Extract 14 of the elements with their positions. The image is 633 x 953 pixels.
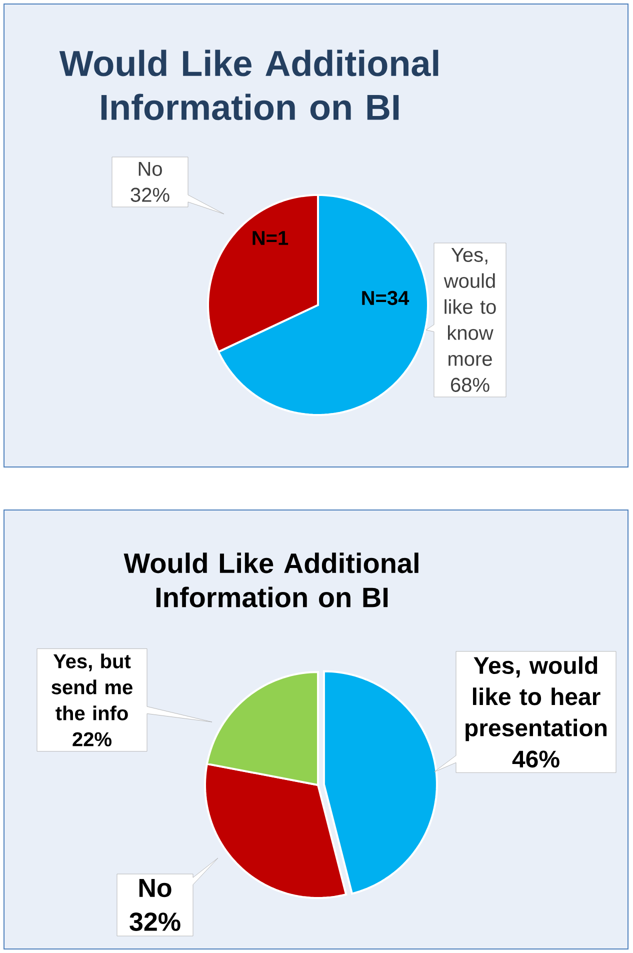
data-label: 32% (130, 188, 170, 202)
slice-label: Yes, would like to hear presentation (466, 656, 607, 742)
slice-label: Yes, but send me the info (52, 654, 132, 720)
slice-label: No (139, 879, 172, 898)
slice-label: No (138, 162, 162, 176)
data-label: 32% (130, 912, 180, 931)
data-label: 22% (72, 732, 112, 746)
text: N=1 (252, 231, 288, 245)
data-label: 46% (512, 750, 560, 768)
slice-label: Yes, would like to know more (444, 248, 496, 366)
text: N=34 (362, 290, 410, 306)
data-label: 68% (451, 378, 490, 392)
chart-title: Would Like Additional Information on BI (59, 50, 438, 120)
chart-title: Would Like Additional Information on BI (124, 552, 418, 608)
